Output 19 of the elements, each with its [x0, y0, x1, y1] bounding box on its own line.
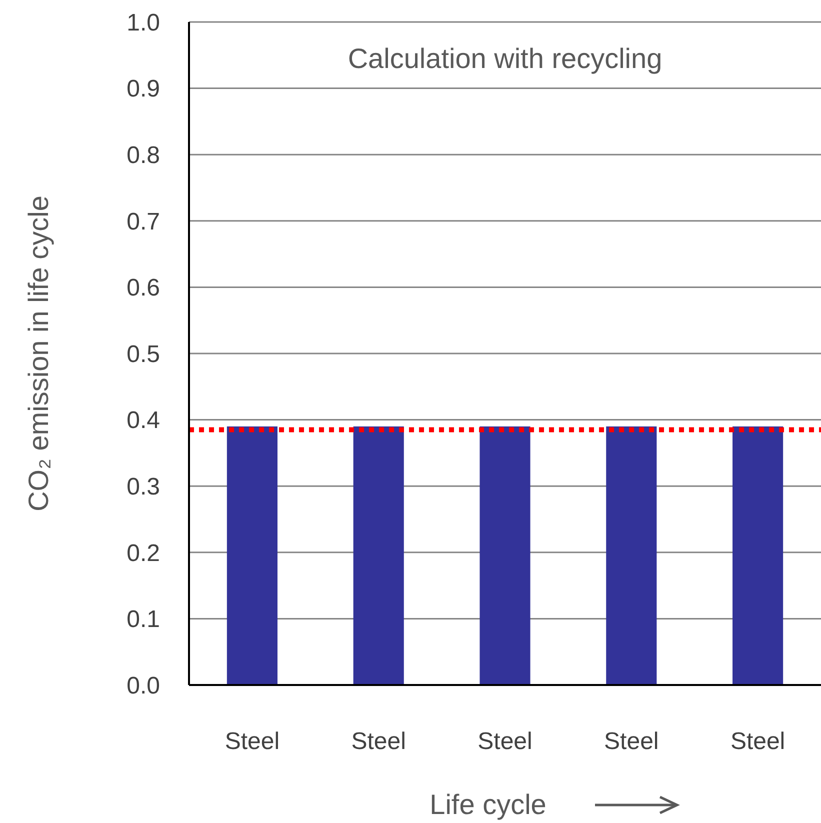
y-tick-label: 0.4	[126, 407, 160, 434]
x-tick-label: Steel	[730, 728, 786, 755]
y-tick-label: 0.1	[126, 606, 160, 634]
y-tick-label: 0.8	[126, 142, 160, 169]
text: Calculation with recycling	[348, 43, 662, 74]
x-tick-label: Steel	[604, 728, 659, 755]
x-tick-label: Steel	[224, 728, 280, 755]
y-tick-label: 1.0	[126, 9, 160, 36]
x-tick-label: Steel	[351, 728, 406, 755]
y-tick-label: 0.7	[126, 208, 160, 236]
y-tick-label: 0.0	[126, 672, 160, 700]
y-tick-label: 0.6	[126, 274, 160, 302]
y-tick-label: 0.2	[126, 540, 160, 567]
y-tick-label: 0.9	[126, 76, 160, 103]
y-tick-label: 0.5	[126, 340, 160, 368]
x-tick-label: Steel	[478, 728, 532, 755]
x-axis-title: Life cycle	[430, 789, 546, 820]
y-axis-title: CO₂ emission in life cycle	[23, 196, 54, 512]
y-tick-label: 0.3	[126, 474, 160, 500]
